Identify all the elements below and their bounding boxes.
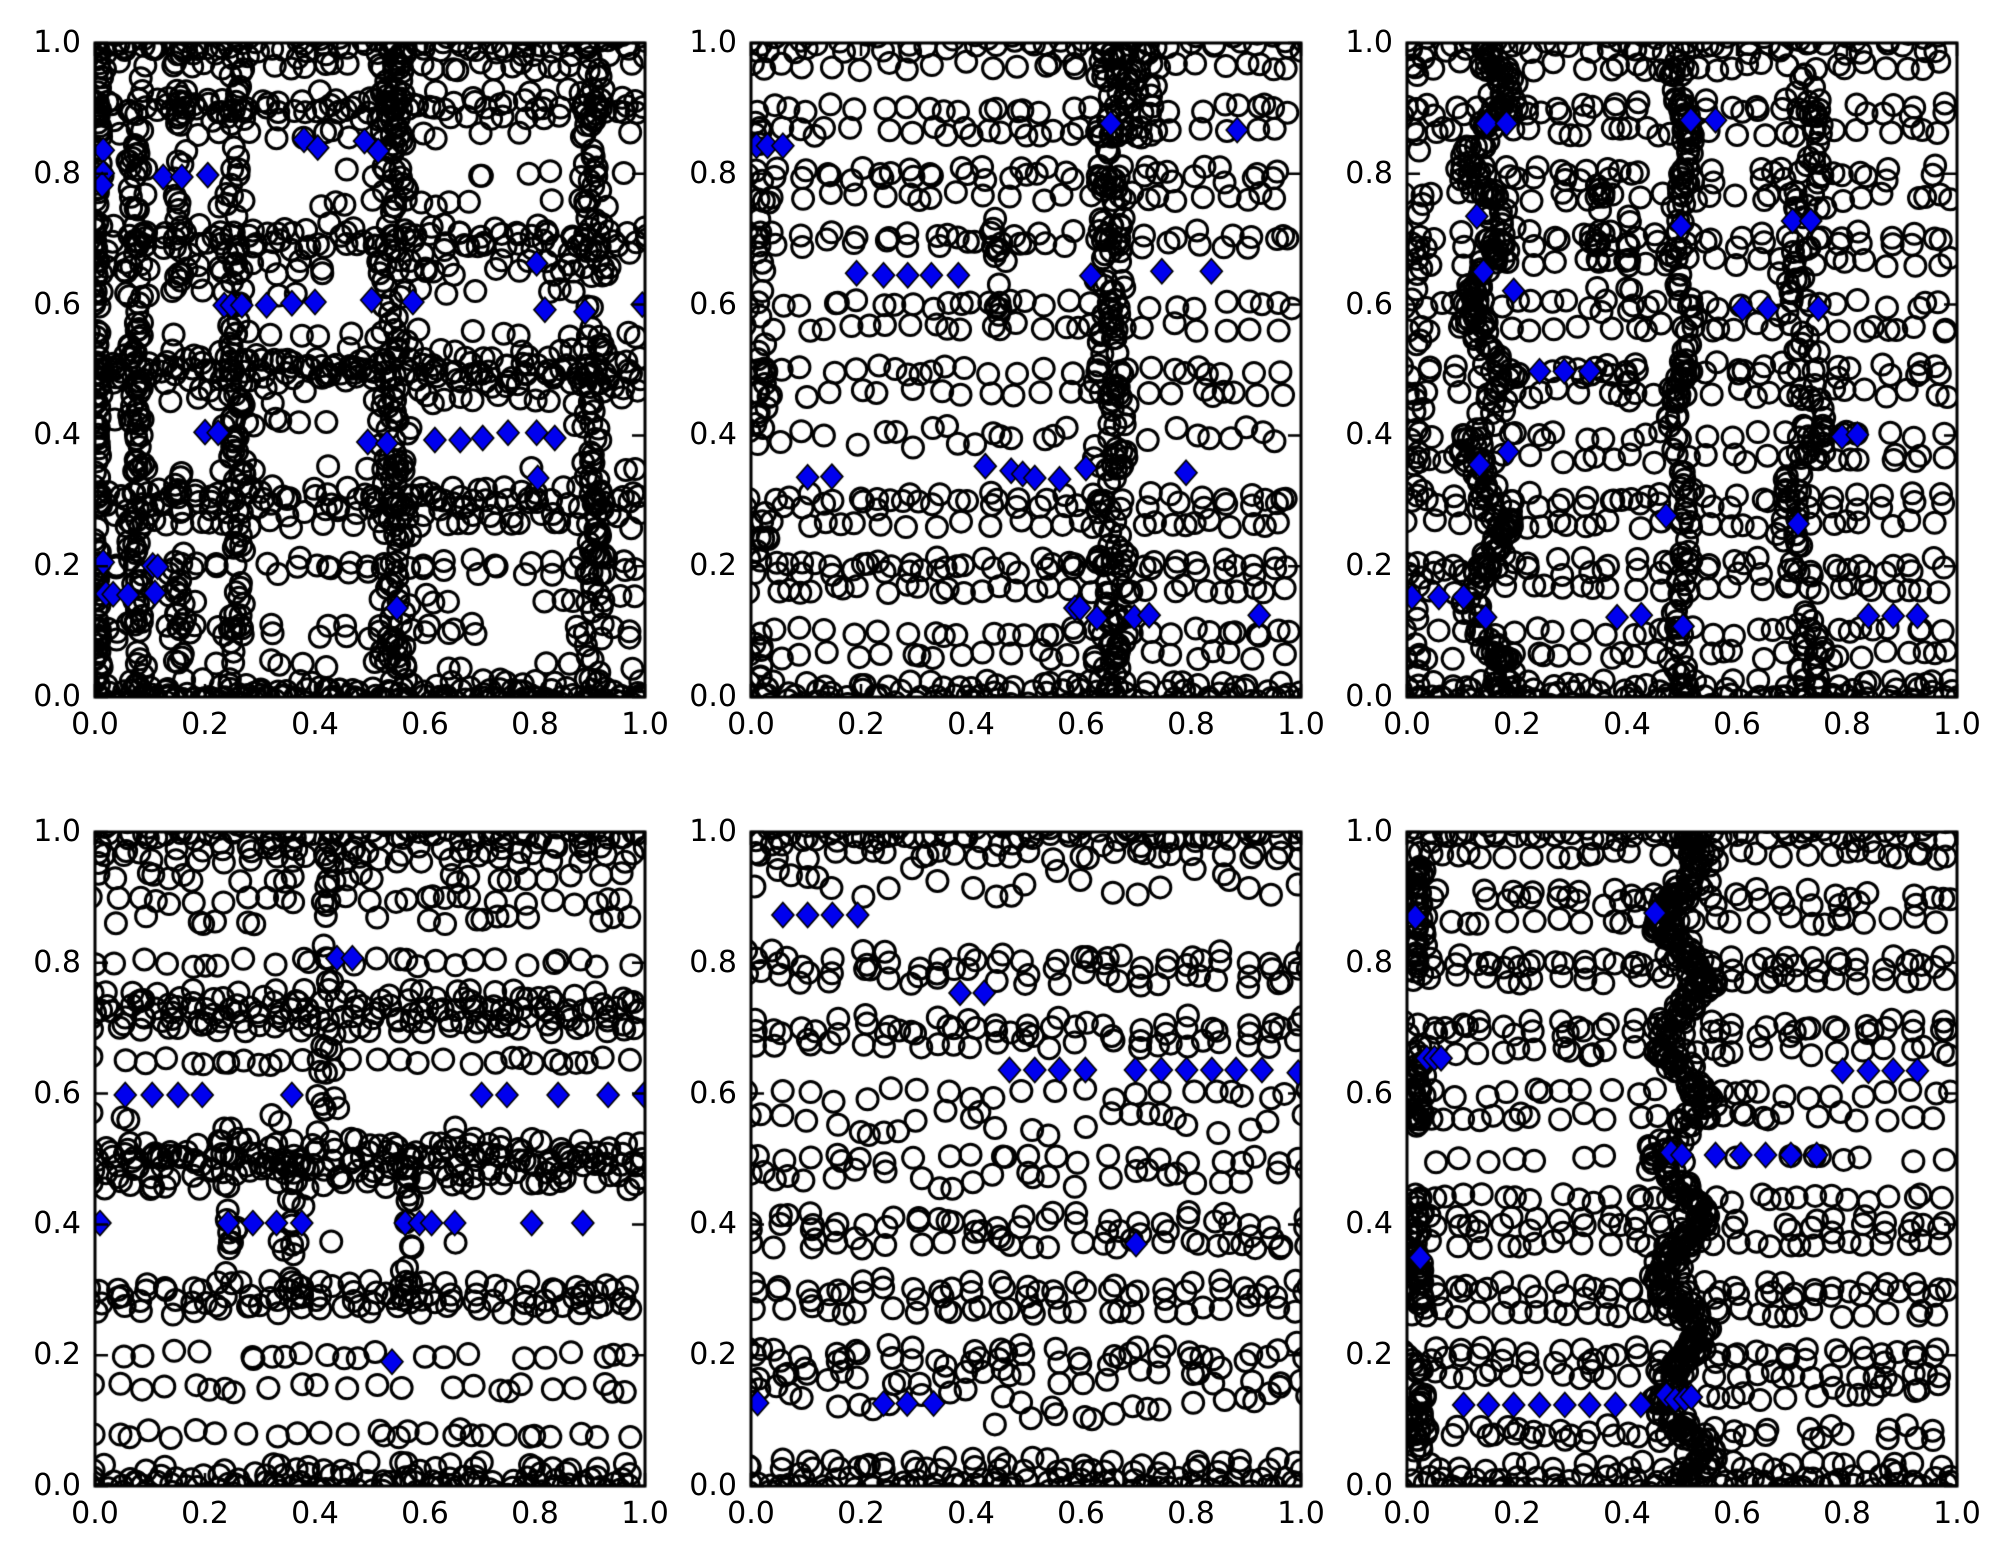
x-tick-label: 0.4 (1603, 707, 1651, 742)
x-tick-label: 0.8 (1823, 1496, 1871, 1531)
y-tick-label: 0.0 (689, 1468, 737, 1503)
x-tick-label: 1.0 (621, 707, 669, 742)
y-tick-label: 0.6 (689, 1075, 737, 1111)
x-tick-label: 0.4 (291, 707, 339, 742)
x-tick-label: 0.8 (511, 707, 559, 742)
x-tick-label: 0.4 (1603, 1496, 1651, 1531)
x-tick-label: 0.2 (181, 707, 229, 742)
x-tick-label: 0.6 (401, 707, 449, 742)
y-tick-label: 0.6 (1345, 286, 1393, 322)
y-tick-label: 0.0 (33, 679, 81, 714)
y-tick-label: 0.2 (33, 548, 81, 584)
x-tick-label: 0.0 (71, 707, 119, 742)
x-tick-label: 0.2 (837, 707, 885, 742)
y-tick-label: 1.0 (689, 25, 737, 60)
y-tick-label: 0.4 (1345, 1206, 1393, 1242)
x-tick-label: 0.0 (1383, 707, 1431, 742)
y-tick-label: 0.4 (1345, 417, 1393, 453)
y-tick-label: 1.0 (33, 25, 81, 60)
x-tick-label: 0.2 (1493, 707, 1541, 742)
x-tick-label: 0.6 (1057, 1496, 1105, 1531)
y-tick-label: 0.8 (1345, 155, 1393, 191)
x-tick-label: 0.4 (947, 1496, 995, 1531)
x-tick-label: 1.0 (1277, 1496, 1325, 1531)
subplot-top-middle: 0.0 0.2 0.4 0.6 0.8 1.0 0.0 0.2 0.4 0.6 0.8 1.0 (689, 27, 1325, 741)
y-tick-label: 0.4 (33, 417, 81, 453)
y-tick-label: 1.0 (1345, 25, 1393, 60)
x-tick-label: 1.0 (1933, 707, 1981, 742)
x-tick-label: 0.8 (1823, 707, 1871, 742)
y-tick-label: 0.2 (1345, 548, 1393, 584)
x-tick-label: 0.0 (727, 1496, 775, 1531)
subplot-bottom-left: 0.0 0.2 0.4 0.6 0.8 1.0 0.0 0.2 0.4 0.6 0.8 1.0 (33, 816, 669, 1530)
y-tick-label: 0.6 (1345, 1075, 1393, 1111)
x-tick-label: 1.0 (621, 1496, 669, 1531)
x-tick-label: 0.6 (1057, 707, 1105, 742)
x-tick-label: 0.2 (1493, 1496, 1541, 1531)
y-tick-label: 1.0 (33, 814, 81, 849)
subplot-top-right: 0.0 0.2 0.4 0.6 0.8 1.0 0.0 0.2 0.4 0.6 0.8 1.0 (1345, 27, 1981, 741)
y-tick-label: 0.0 (1345, 679, 1393, 714)
y-tick-label: 0.8 (33, 944, 81, 980)
y-tick-label: 0.8 (689, 155, 737, 191)
y-tick-label: 0.4 (689, 417, 737, 453)
x-tick-label: 0.2 (181, 1496, 229, 1531)
x-tick-label: 0.0 (71, 1496, 119, 1531)
subplot-bottom-middle: 0.0 0.2 0.4 0.6 0.8 1.0 0.0 0.2 0.4 0.6 0.8 1.0 (689, 816, 1325, 1530)
x-tick-label: 0.0 (727, 707, 775, 742)
y-tick-label: 0.8 (1345, 944, 1393, 980)
x-tick-label: 1.0 (1933, 1496, 1981, 1531)
y-tick-label: 0.4 (33, 1206, 81, 1242)
subplot-top-left: 0.0 0.2 0.4 0.6 0.8 1.0 0.0 0.2 0.4 0.6 0.8 1.0 (33, 27, 669, 741)
x-tick-label: 0.8 (1167, 1496, 1215, 1531)
y-tick-label: 0.8 (689, 944, 737, 980)
x-tick-label: 0.6 (401, 1496, 449, 1531)
subplot-bottom-right: 0.0 0.2 0.4 0.6 0.8 1.0 0.0 0.2 0.4 0.6 0.8 1.0 (1345, 816, 1981, 1530)
y-tick-label: 0.6 (33, 1075, 81, 1111)
x-tick-label: 0.6 (1713, 1496, 1761, 1531)
y-tick-label: 1.0 (689, 814, 737, 849)
x-tick-label: 0.6 (1713, 707, 1761, 742)
x-tick-label: 1.0 (1277, 707, 1325, 742)
y-tick-label: 0.4 (689, 1206, 737, 1242)
x-tick-label: 0.0 (1383, 1496, 1431, 1531)
y-tick-label: 0.2 (33, 1337, 81, 1373)
x-tick-label: 0.2 (837, 1496, 885, 1531)
y-tick-label: 1.0 (1345, 814, 1393, 849)
y-tick-label: 0.6 (33, 286, 81, 322)
y-tick-label: 0.6 (689, 286, 737, 322)
x-tick-label: 0.4 (291, 1496, 339, 1531)
y-tick-label: 0.0 (33, 1468, 81, 1503)
y-tick-label: 0.0 (689, 679, 737, 714)
y-tick-label: 0.2 (1345, 1337, 1393, 1373)
y-tick-label: 0.2 (689, 1337, 737, 1373)
x-tick-label: 0.8 (511, 1496, 559, 1531)
y-tick-label: 0.0 (1345, 1468, 1393, 1503)
x-tick-label: 0.4 (947, 707, 995, 742)
x-tick-label: 0.8 (1167, 707, 1215, 742)
y-tick-label: 0.8 (33, 155, 81, 191)
y-tick-label: 0.2 (689, 548, 737, 584)
